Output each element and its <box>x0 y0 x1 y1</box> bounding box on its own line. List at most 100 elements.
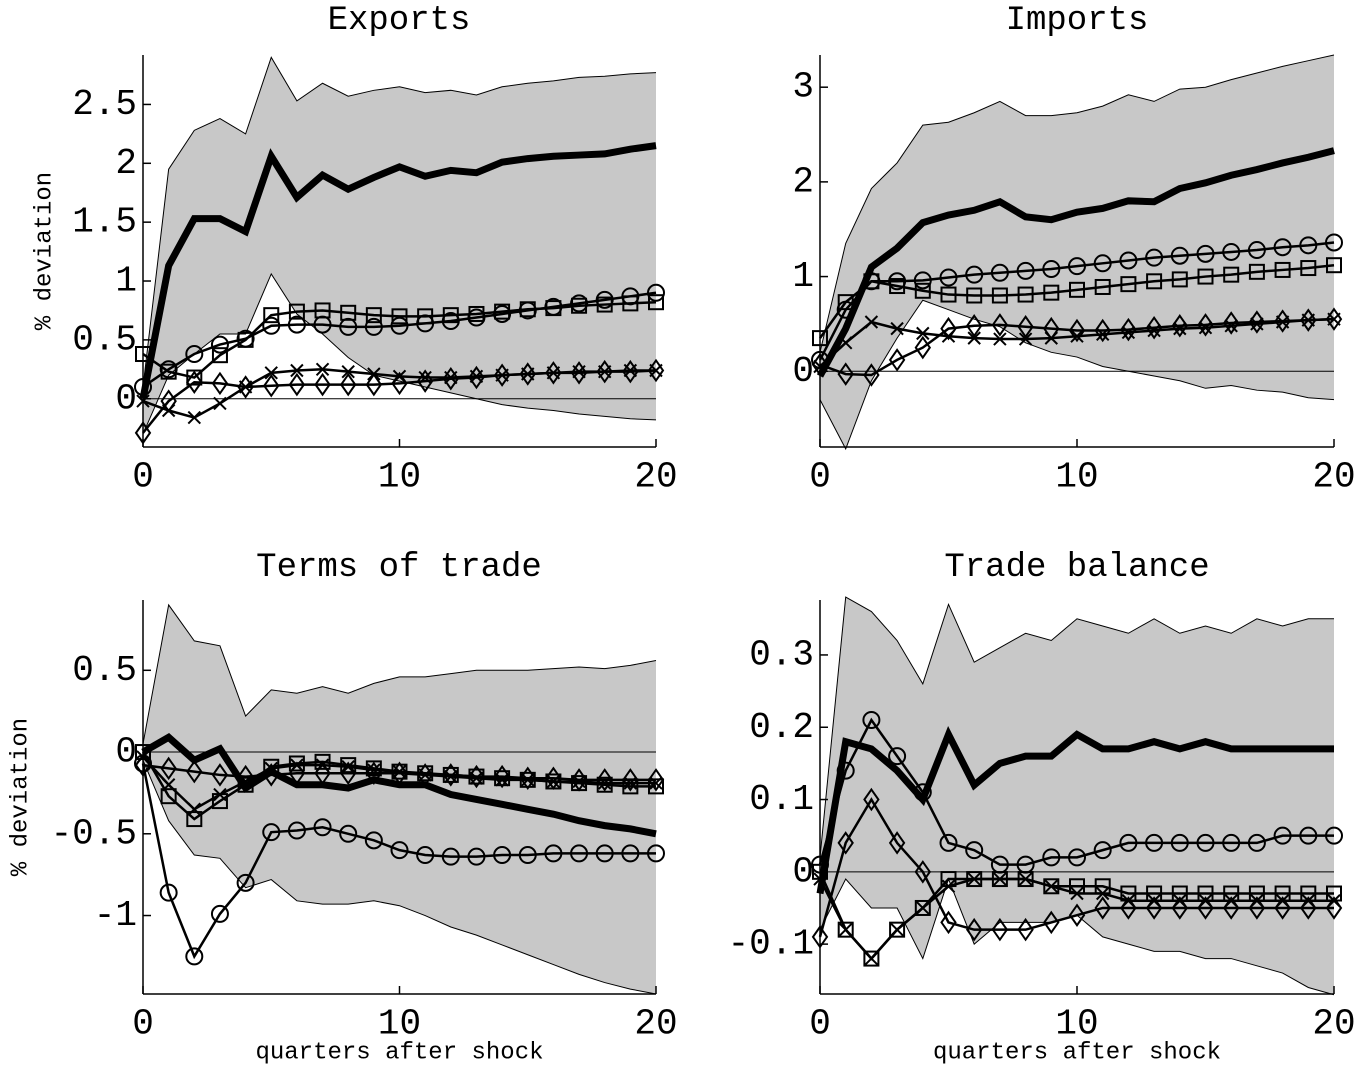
diamond-marker <box>493 764 511 789</box>
circle-marker <box>647 844 665 863</box>
diamond-marker <box>570 768 588 792</box>
panel-title: Exports <box>328 2 471 40</box>
diamond-marker <box>1171 314 1189 338</box>
square-marker <box>837 921 854 938</box>
cross-marker <box>187 410 202 425</box>
diamond-marker <box>596 359 613 384</box>
series-line <box>818 263 1335 339</box>
square-marker <box>494 303 511 320</box>
square-marker <box>135 744 151 761</box>
diamond-marker <box>940 316 957 341</box>
square-marker <box>442 307 459 324</box>
y-tick-label: 3 <box>792 67 814 108</box>
circle-marker <box>990 263 1009 282</box>
diamond-marker <box>1248 310 1266 334</box>
diamond-marker <box>965 314 983 338</box>
circle-marker <box>1016 261 1035 280</box>
square-marker <box>1017 286 1034 303</box>
diamond-marker <box>1120 317 1137 342</box>
diamond-marker <box>622 359 639 384</box>
diamond-marker <box>1068 903 1086 927</box>
series-line <box>142 763 656 782</box>
circle-marker <box>262 823 281 842</box>
band-edge <box>819 596 1334 858</box>
diamond-marker <box>991 313 1009 337</box>
diamond-marker <box>1094 896 1111 920</box>
square-marker <box>1300 260 1317 277</box>
x-tick-label: 10 <box>1055 1004 1098 1045</box>
circle-marker <box>888 747 907 766</box>
cross-marker <box>993 332 1007 346</box>
x-tick-label: 0 <box>809 457 831 498</box>
square-marker <box>1223 266 1240 283</box>
cross-marker <box>161 778 176 792</box>
cross-marker <box>213 787 227 802</box>
square-marker <box>288 303 305 320</box>
cross-marker <box>341 760 355 774</box>
diamond-marker <box>1300 308 1317 332</box>
cross-marker <box>813 872 827 886</box>
diamond-marker <box>545 766 562 790</box>
square-marker <box>288 755 305 772</box>
y-tick-label: 0 <box>115 378 137 419</box>
series-line <box>142 369 657 434</box>
panel: 0 0.5 1 1.5 2 2.5 0 10 20 Exports % deviation <box>31 2 677 498</box>
diamond-marker <box>1171 896 1189 920</box>
band-edge <box>142 760 657 995</box>
diamond-marker <box>134 421 152 445</box>
circle-marker <box>965 841 984 860</box>
series-line <box>139 142 657 400</box>
panel: -1 -0.5 0 0.5 0 10 20 Terms of trade % deviation… <box>7 549 677 1066</box>
square-marker <box>468 305 485 322</box>
cross-marker <box>187 802 202 816</box>
circle-marker <box>1247 241 1266 260</box>
circle-marker <box>1068 848 1086 867</box>
y-tick-label: 0.5 <box>72 650 137 691</box>
circle-marker <box>1119 833 1138 852</box>
diamond-marker <box>570 361 588 385</box>
x-axis-label: quarters after shock <box>933 1039 1221 1066</box>
cross-marker <box>1044 879 1059 893</box>
diamond-marker <box>1017 917 1034 942</box>
diamond-marker <box>1017 315 1034 339</box>
diamond-marker <box>314 372 331 397</box>
circle-marker <box>441 847 460 866</box>
diamond-marker <box>545 361 562 385</box>
diamond-marker <box>237 764 254 789</box>
circle-marker <box>621 844 640 863</box>
square-marker <box>1171 271 1188 288</box>
diamond-marker <box>1300 896 1317 920</box>
circle-marker <box>1119 251 1138 270</box>
cross-marker <box>136 394 150 408</box>
y-tick-label: 0.3 <box>749 634 814 675</box>
cross-marker <box>941 879 956 893</box>
diamond-marker <box>1325 307 1343 331</box>
square-marker <box>1326 257 1342 274</box>
square-marker <box>1274 261 1291 278</box>
series-line <box>142 300 657 379</box>
cross-marker <box>213 396 227 411</box>
square-marker <box>571 297 588 314</box>
cross-marker <box>916 901 930 915</box>
diamond-marker <box>1043 316 1060 341</box>
diamond-marker <box>837 362 854 386</box>
diamond-marker <box>468 764 485 789</box>
x-tick-label: 0 <box>132 457 154 498</box>
circle-marker <box>185 345 204 364</box>
x-axis-label: quarters after shock <box>255 1039 543 1066</box>
y-tick-label: 0.5 <box>72 319 137 360</box>
square-marker <box>417 308 434 325</box>
diamond-marker <box>314 761 331 786</box>
circle-marker <box>1273 826 1292 845</box>
cross-marker <box>1018 872 1033 886</box>
square-marker <box>837 294 854 311</box>
x-tick-label: 10 <box>378 1004 421 1045</box>
band-edge <box>142 603 657 744</box>
circle-marker <box>836 761 855 780</box>
circle-marker <box>647 283 665 302</box>
square-marker <box>1043 284 1060 301</box>
diamond-marker <box>186 759 203 784</box>
circle-marker <box>467 847 486 866</box>
circle-marker <box>159 883 178 902</box>
